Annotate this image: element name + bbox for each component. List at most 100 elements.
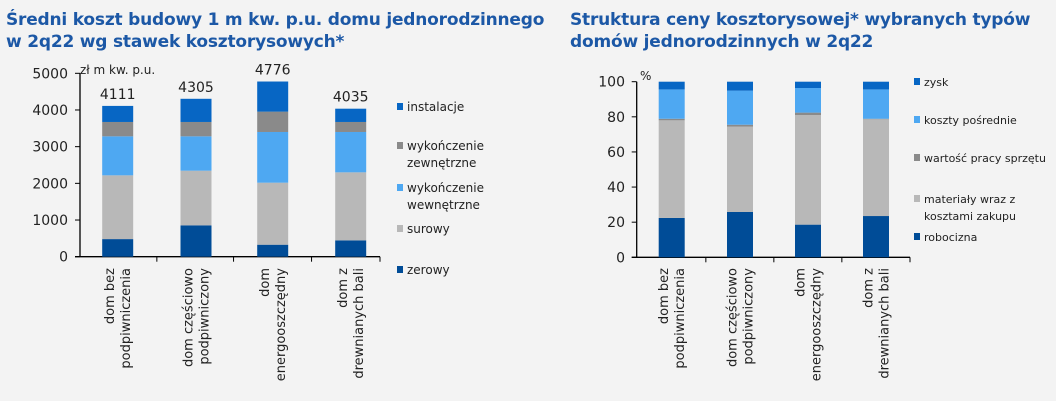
right-bar-segment-wartość-pracy-sprzętu [658,118,685,121]
right-bar-segment-zysk [727,81,753,91]
right-category-label: podpiwniczenia [673,268,688,369]
right-category-label: podpiwniczony [742,268,757,365]
left-legend-label: wewnętrzne [407,198,480,212]
right-category-label: dom z [862,268,877,308]
right-bar-segment-zysk [658,81,685,90]
left-bar-segment-instalacje [180,98,212,122]
right-category-label: dom bez [657,268,672,324]
left-legend-swatch [397,103,403,110]
left-bar-segment-instalacje [257,81,289,112]
left-bar-total-label: 4776 [255,63,291,79]
right-bar-segment-robocizna [795,224,821,258]
left-bar-segment-wykończenie-zewnętrzne [102,121,134,137]
right-y-tick-label: 40 [607,180,625,196]
left-chart-title: Średni koszt budowy 1 m kw. p.u. domu je… [6,10,545,52]
left-category-label: dom bez [103,268,118,324]
left-bar-segment-wykończenie-wewnętrzne [257,131,289,183]
left-legend-swatch [397,184,403,191]
left-bar-segment-wykończenie-zewnętrzne [257,111,289,132]
right-bar-segment-zysk [795,81,821,89]
left-bar-segment-instalacje [335,108,367,122]
right-legend-label: zysk [924,76,949,89]
left-y-tick-label: 2000 [32,176,68,192]
right-category-label: dom [794,268,809,297]
right-chart-title: Struktura ceny kosztorysowej* wybranych … [570,10,1031,52]
left-legend-label: zewnętrzne [407,156,476,170]
right-y-tick-label: 60 [607,145,625,161]
right-y-axis-unit: % [640,69,651,83]
left-bar-segment-surowy [257,182,289,245]
left-bar-segment-surowy [180,170,212,226]
right-legend-swatch [914,195,920,202]
left-category-label: podpiwniczenia [119,268,134,369]
left-legend-label: instalacje [407,100,464,114]
left-legend-label: wykończenie [407,139,484,153]
left-y-axis-unit: zł m kw. p.u. [80,63,155,77]
left-category-label: energooszczędny [274,268,289,382]
right-bar-segment-materiały-wraz-z-kosztami-zakupu [795,115,821,225]
left-bar-segment-wykończenie-wewnętrzne [180,136,212,171]
right-bar-segment-koszty-pośrednie [658,89,685,119]
left-bar-segment-zerowy [180,225,212,257]
left-bar-segment-wykończenie-zewnętrzne [335,121,367,132]
right-legend-swatch [914,233,920,240]
left-bar-segment-zerowy [335,240,367,257]
left-bar-total-label: 4305 [178,80,214,96]
left-legend-swatch [397,266,403,273]
left-bar-segment-zerowy [102,239,134,257]
left-bar-segment-wykończenie-wewnętrzne [102,136,134,176]
right-bar-segment-robocizna [863,216,889,258]
left-y-tick-label: 3000 [32,140,68,156]
right-category-label: dom częściowo [726,268,741,367]
right-bar-segment-koszty-pośrednie [727,90,753,125]
left-category-label: drewnianych bali [352,268,367,379]
left-bar-segment-instalacje [102,105,134,122]
left-bar-segment-surowy [335,172,367,241]
left-category-label: podpiwniczony [198,268,213,365]
left-legend-label: wykończenie [407,181,484,195]
right-y-tick-label: 0 [616,250,625,266]
right-legend-swatch [914,78,920,85]
left-y-tick-label: 0 [59,250,68,266]
left-bar-segment-surowy [102,175,134,240]
right-category-label: drewnianych bali [878,268,893,379]
right-category-label: energooszczędny [810,268,825,382]
left-bar-segment-wykończenie-zewnętrzne [180,121,212,137]
right-bar-segment-robocizna [658,217,685,258]
left-bar-total-label: 4035 [333,90,369,106]
left-bar-segment-wykończenie-wewnętrzne [335,131,367,173]
left-y-tick-label: 1000 [32,213,68,229]
right-bar-segment-koszty-pośrednie [863,89,889,119]
right-legend-label: kosztami zakupu [924,210,1016,223]
right-legend-swatch [914,154,920,161]
right-y-tick-label: 100 [598,75,625,91]
right-bar-segment-robocizna [727,211,753,258]
left-category-label: dom częściowo [182,268,197,367]
left-y-tick-label: 4000 [32,103,68,119]
right-legend-swatch [914,116,920,123]
right-bar-segment-materiały-wraz-z-kosztami-zakupu [658,120,685,218]
left-legend-swatch [397,225,403,232]
left-legend-swatch [397,142,403,149]
right-bar-segment-wartość-pracy-sprzętu [727,124,753,127]
left-legend-label: zerowy [407,263,450,277]
left-category-label: dom [258,268,273,297]
left-legend-label: surowy [407,222,450,236]
right-y-tick-label: 80 [607,110,625,126]
right-bar-segment-wartość-pracy-sprzętu [863,118,889,120]
right-legend-label: wartość pracy sprzętu [924,152,1046,165]
right-bar-segment-materiały-wraz-z-kosztami-zakupu [863,119,889,217]
right-legend-label: robocizna [924,231,977,244]
right-bar-segment-zysk [863,81,889,90]
right-y-tick-label: 20 [607,215,625,231]
right-legend-label: materiały wraz z [924,193,1016,206]
right-bar-segment-koszty-pośrednie [795,88,821,113]
left-bar-total-label: 4111 [100,87,136,103]
right-bar-segment-materiały-wraz-z-kosztami-zakupu [727,126,753,212]
left-category-label: dom z [336,268,351,308]
right-bar-segment-wartość-pracy-sprzętu [795,112,821,116]
left-y-tick-label: 5000 [32,66,68,82]
right-legend-label: koszty pośrednie [924,114,1017,127]
left-bar-segment-zerowy [257,244,289,257]
